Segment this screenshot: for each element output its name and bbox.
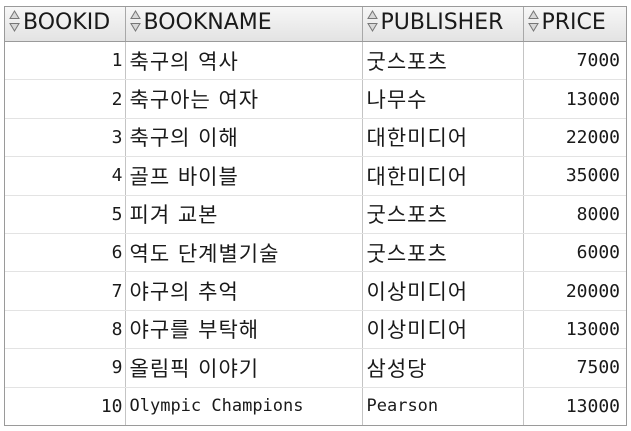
result-table: BOOKID BOOKNAME	[5, 7, 626, 425]
table-row[interactable]: 5 피겨 교본 굿스포츠 8000	[5, 195, 626, 234]
cell-bookid[interactable]: 8	[5, 310, 126, 350]
table-row[interactable]: 1 축구의 역사 굿스포츠 7000	[5, 41, 626, 81]
cell-bookid[interactable]: 2	[5, 79, 126, 119]
column-header-bookid[interactable]: BOOKID	[5, 7, 126, 42]
cell-price[interactable]: 13000	[565, 395, 620, 417]
cell-price[interactable]: 20000	[523, 271, 626, 311]
cell-bookid[interactable]: 4	[5, 156, 126, 196]
cell-bookname[interactable]: 축구의 역사	[125, 41, 363, 81]
column-header-label: BOOKID	[23, 10, 111, 35]
cell-bookname[interactable]: 축구의 이해	[125, 118, 363, 158]
cell-bookname[interactable]: 피겨 교본	[125, 195, 363, 234]
cell-bookname[interactable]: 골프 바이블	[125, 156, 363, 196]
cell-publisher[interactable]: 대한미디어	[362, 156, 524, 196]
cell-price[interactable]: 7000	[523, 41, 626, 81]
cell-price[interactable]: 7500	[523, 348, 626, 388]
cell-price[interactable]: 13000	[523, 79, 626, 119]
cell-publisher[interactable]: 굿스포츠	[362, 195, 524, 234]
table-row[interactable]: 3 축구의 이해 대한미디어 22000	[5, 118, 626, 158]
column-header-bookname[interactable]: BOOKNAME	[125, 7, 363, 42]
column-header-label: PRICE	[541, 10, 606, 35]
cell-bookname[interactable]: 축구아는 여자	[125, 79, 363, 119]
table-row[interactable]: 2 축구아는 여자 나무수 13000	[5, 79, 626, 119]
cell-bookid[interactable]: 10	[5, 387, 126, 425]
cell-publisher[interactable]: 이상미디어	[362, 310, 524, 350]
table-row[interactable]: 4 골프 바이블 대한미디어 35000	[5, 156, 626, 196]
sort-updown-icon[interactable]	[9, 10, 20, 38]
cell-price[interactable]: 22000	[523, 118, 626, 158]
cell-publisher[interactable]: 굿스포츠	[362, 41, 524, 81]
cell-bookid[interactable]: 1	[5, 41, 126, 81]
cell-publisher[interactable]: 삼성당	[362, 348, 524, 388]
cell-price[interactable]: 35000	[523, 156, 626, 196]
cell-publisher[interactable]: 나무수	[362, 79, 524, 119]
cell-price[interactable]: 6000	[523, 233, 626, 273]
table-row[interactable]: 6 역도 단계별기술 굿스포츠 6000	[5, 233, 626, 273]
cell-bookname[interactable]: 역도 단계별기술	[125, 233, 363, 273]
header-row: BOOKID BOOKNAME	[5, 7, 626, 42]
cell-bookname[interactable]: Olympic Champions	[125, 387, 363, 425]
cell-bookname[interactable]: 야구를 부탁해	[125, 310, 363, 350]
cell-bookname[interactable]: 올림픽 이야기	[125, 348, 363, 388]
cell-publisher[interactable]: 굿스포츠	[362, 233, 524, 273]
cell-bookname[interactable]: 야구의 추억	[125, 271, 363, 311]
table-row[interactable]: 8 야구를 부탁해 이상미디어 13000	[5, 310, 626, 350]
table-row[interactable]: 7 야구의 추억 이상미디어 20000	[5, 271, 626, 311]
cell-bookid[interactable]: 5	[5, 195, 126, 234]
column-header-publisher[interactable]: PUBLISHER	[362, 7, 524, 42]
column-header-price[interactable]: PRICE	[523, 7, 626, 42]
cell-publisher[interactable]: 이상미디어	[362, 271, 524, 311]
cell-bookid[interactable]: 3	[5, 118, 126, 158]
cell-publisher[interactable]: Pearson	[362, 387, 524, 425]
column-header-label: BOOKNAME	[143, 10, 272, 35]
cell-price[interactable]: 13000	[523, 310, 626, 350]
sort-updown-icon[interactable]	[527, 10, 539, 38]
cell-bookid[interactable]: 6	[5, 233, 126, 273]
sort-updown-icon[interactable]	[129, 10, 141, 38]
sort-updown-icon[interactable]	[366, 10, 378, 38]
cell-bookid[interactable]: 7	[5, 271, 126, 311]
cell-publisher[interactable]: 대한미디어	[362, 118, 524, 158]
column-header-label: PUBLISHER	[380, 10, 504, 35]
cell-price[interactable]: 8000	[523, 195, 626, 234]
cell-bookid[interactable]: 9	[5, 348, 126, 388]
result-grid: BOOKID BOOKNAME	[4, 6, 627, 426]
table-row[interactable]: 9 올림픽 이야기 삼성당 7500	[5, 348, 626, 388]
table-row[interactable]: 10 Olympic Champions Pearson 13000	[5, 387, 626, 425]
